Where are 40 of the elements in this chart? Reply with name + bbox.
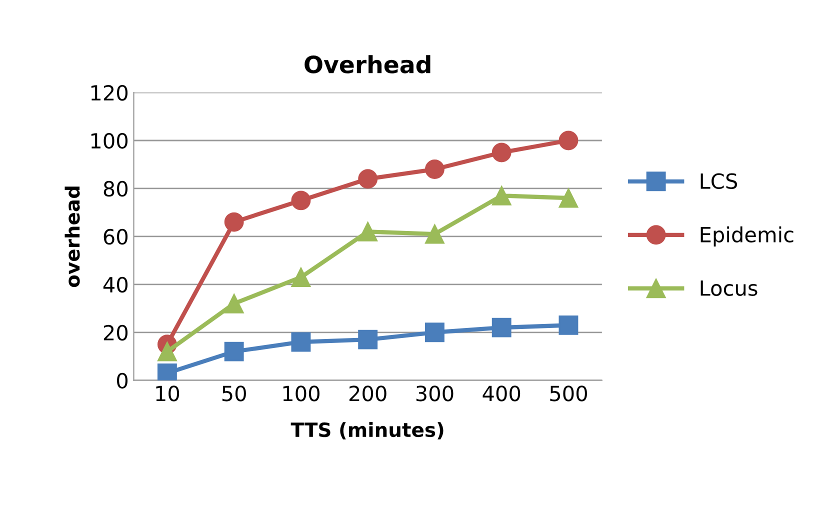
point bbox=[157, 342, 177, 362]
chart-title: Overhead bbox=[304, 55, 430, 74]
point bbox=[358, 222, 378, 242]
point bbox=[492, 318, 512, 338]
y-tick-label: 100 bbox=[91, 132, 128, 149]
point bbox=[224, 342, 244, 362]
y-tick-label: 0 bbox=[117, 372, 128, 389]
legend-label: LCS bbox=[700, 173, 737, 189]
point bbox=[291, 332, 311, 352]
y-tick-label: 60 bbox=[104, 228, 128, 245]
point bbox=[224, 294, 244, 314]
x-tick-label: 10 bbox=[156, 386, 180, 402]
legend-label: Locus bbox=[700, 280, 758, 296]
point bbox=[358, 169, 378, 189]
y-tick-label: 20 bbox=[104, 324, 128, 341]
point bbox=[291, 267, 311, 287]
x-tick-label: 500 bbox=[550, 386, 587, 402]
x-tick-label: 100 bbox=[283, 386, 320, 402]
x-axis-title: TTS (minutes) bbox=[290, 422, 444, 440]
point bbox=[424, 160, 444, 179]
point bbox=[558, 188, 578, 208]
point bbox=[558, 315, 578, 335]
point bbox=[558, 130, 578, 150]
point bbox=[224, 212, 244, 232]
point bbox=[492, 142, 512, 162]
x-tick-label: 200 bbox=[349, 386, 386, 402]
y-tick-label: 80 bbox=[104, 180, 128, 197]
x-tick-label: 50 bbox=[222, 386, 246, 402]
point bbox=[424, 224, 444, 244]
x-tick-label: 400 bbox=[482, 386, 520, 402]
point bbox=[157, 363, 177, 380]
y-tick-label: 120 bbox=[91, 84, 128, 101]
point bbox=[291, 190, 311, 210]
y-axis-title: overhead bbox=[64, 186, 80, 288]
legend-label: Epidemic bbox=[700, 226, 794, 247]
point bbox=[358, 330, 378, 350]
y-tick-label: 40 bbox=[103, 276, 128, 293]
point bbox=[424, 322, 444, 342]
x-tick-label: 300 bbox=[416, 386, 454, 402]
point bbox=[492, 186, 512, 206]
